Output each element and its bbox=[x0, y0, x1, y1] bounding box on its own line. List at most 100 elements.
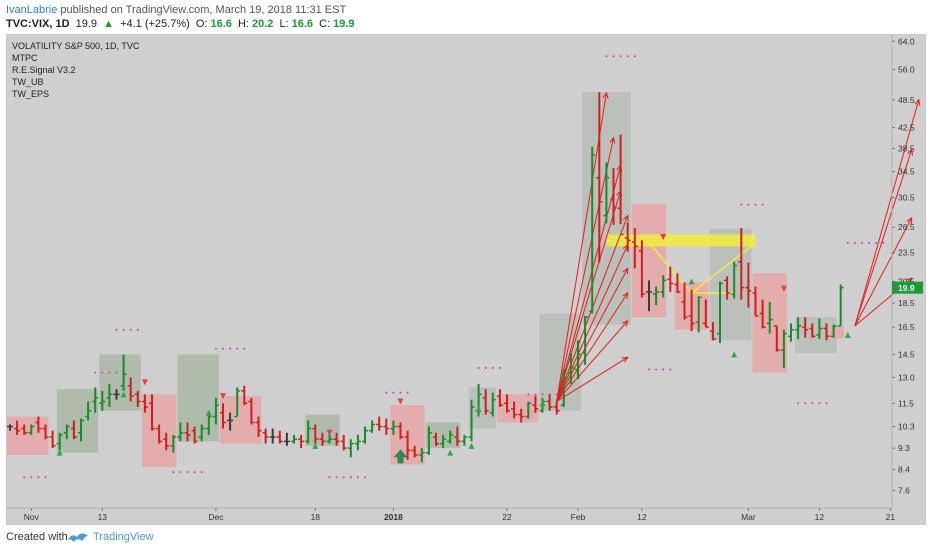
price-tick-label: 10.3 bbox=[898, 422, 915, 432]
ohlc-bar bbox=[745, 262, 752, 308]
range-box bbox=[496, 394, 539, 423]
time-tick-label: Mar bbox=[741, 512, 756, 522]
symbol-label[interactable]: TVC:VIX, 1D bbox=[6, 18, 70, 30]
price-change: +4.1 (+25.7%) bbox=[120, 18, 190, 30]
price-tick-label: 38.5 bbox=[898, 143, 915, 153]
ohlc-bar bbox=[262, 428, 269, 444]
buy-signal-icon bbox=[844, 331, 851, 338]
sell-signal-icon bbox=[780, 285, 787, 292]
signal-dot bbox=[172, 471, 175, 474]
ohlc-bar bbox=[546, 394, 553, 411]
sell-signal-icon bbox=[660, 234, 667, 241]
time-tick-label: 22 bbox=[502, 512, 512, 522]
sell-signal-icon bbox=[397, 398, 404, 405]
range-boxes bbox=[7, 92, 844, 468]
projection-lines bbox=[556, 91, 921, 402]
legend-study[interactable]: MTPC bbox=[12, 53, 38, 63]
signal-dot bbox=[23, 476, 26, 479]
price-tick-label: 30.5 bbox=[898, 193, 915, 203]
signal-dot bbox=[342, 476, 345, 479]
tradingview-brand-link[interactable]: TradingView bbox=[93, 531, 154, 543]
signal-dot bbox=[484, 366, 487, 369]
price-tick-label: 26.5 bbox=[898, 222, 915, 232]
projection-line bbox=[854, 99, 920, 327]
time-tick-label: 12 bbox=[637, 512, 647, 522]
ohlc-bar bbox=[638, 240, 645, 298]
ohlc-bar bbox=[85, 401, 92, 421]
ohlc-bar bbox=[589, 146, 596, 314]
current-price-label: 19.9 bbox=[898, 283, 915, 293]
ohlc-bar bbox=[667, 266, 674, 292]
buy-signal-icon bbox=[120, 391, 127, 398]
low-label: L: bbox=[279, 18, 289, 30]
signal-dot bbox=[37, 476, 40, 479]
legend-study[interactable]: TW_UB bbox=[12, 77, 44, 87]
ohlc-bar bbox=[447, 430, 454, 444]
price-tick-label: 56.0 bbox=[898, 64, 915, 74]
ohlc-bar bbox=[795, 317, 802, 339]
ohlc-bar bbox=[149, 394, 155, 431]
axes: 64.0 56.0 48.5 42.5 38.5 34.5 30.5 26.5 23.5 20.5… bbox=[6, 35, 923, 522]
ohlc-bar bbox=[56, 432, 63, 451]
legend-study[interactable]: R.E.Signal V3.2 bbox=[12, 65, 76, 75]
ohlc-bar bbox=[660, 275, 667, 298]
author-link[interactable]: IvanLabrie bbox=[6, 4, 58, 16]
ohlc-bar bbox=[134, 390, 141, 407]
signal-dot bbox=[761, 203, 764, 206]
ohlc-bar bbox=[191, 426, 198, 444]
time-tick-label: 18 bbox=[311, 512, 321, 522]
signal-dot bbox=[804, 402, 807, 405]
ohlc-bar bbox=[156, 424, 163, 444]
time-tick-label: Nov bbox=[24, 512, 40, 522]
ohlc-bar bbox=[198, 424, 205, 442]
price-tick-label: 18.5 bbox=[898, 298, 915, 308]
projection-line bbox=[556, 137, 614, 402]
ohlc-bar bbox=[35, 416, 42, 433]
price-tick-label: 9.3 bbox=[898, 443, 910, 453]
ohlc-bar bbox=[106, 384, 113, 407]
signal-dot bbox=[619, 55, 622, 58]
signal-dot bbox=[30, 476, 33, 479]
tradingview-logo-icon[interactable] bbox=[67, 530, 89, 544]
projection-arrowhead bbox=[914, 98, 921, 106]
last-price: 19.9 bbox=[75, 18, 98, 30]
projection-line bbox=[854, 149, 913, 327]
legend-study[interactable]: TW_EPS bbox=[12, 89, 50, 99]
projection-arrowhead bbox=[622, 214, 629, 222]
ohlc-bar bbox=[631, 228, 638, 269]
price-tick-label: 42.5 bbox=[898, 123, 915, 133]
ohlc-bar bbox=[120, 354, 127, 391]
signal-dot bbox=[747, 203, 750, 206]
ohlc-bar bbox=[525, 401, 532, 419]
ohlc-bar bbox=[177, 422, 184, 442]
ohlc-bar bbox=[830, 324, 837, 338]
ohlc-bar bbox=[802, 317, 809, 338]
ohlc-bar bbox=[646, 280, 652, 312]
buy-signal-icon bbox=[475, 405, 482, 412]
range-box bbox=[468, 387, 496, 429]
ohlc-bar bbox=[42, 424, 49, 440]
range-box bbox=[795, 317, 837, 353]
ohlc-bar bbox=[816, 318, 823, 339]
ohlc-bar bbox=[28, 424, 35, 435]
ohlc-bar bbox=[362, 426, 368, 444]
open-value: 16.6 bbox=[210, 18, 232, 30]
chart-header: IvanLabrie published on TradingView.com,… bbox=[0, 0, 932, 34]
signal-dot bbox=[335, 476, 338, 479]
ohlc-bar bbox=[518, 408, 525, 423]
ohlc-bar bbox=[575, 340, 581, 380]
ohlc-bar bbox=[163, 432, 170, 451]
time-tick-label: 12 bbox=[815, 512, 825, 522]
ohlc-bar bbox=[504, 394, 510, 413]
signal-dot bbox=[861, 241, 863, 244]
signal-dot bbox=[662, 368, 665, 371]
ohlc-bar bbox=[127, 377, 134, 402]
ohlc-bar bbox=[255, 416, 262, 438]
ohlc-bar bbox=[788, 323, 794, 342]
projection-line bbox=[556, 190, 622, 402]
signal-dot bbox=[825, 402, 828, 405]
price-tick-label: 11.5 bbox=[898, 398, 914, 408]
ohlc-bar bbox=[411, 445, 418, 458]
signal-dot bbox=[179, 471, 182, 474]
signal-dot bbox=[740, 203, 743, 206]
